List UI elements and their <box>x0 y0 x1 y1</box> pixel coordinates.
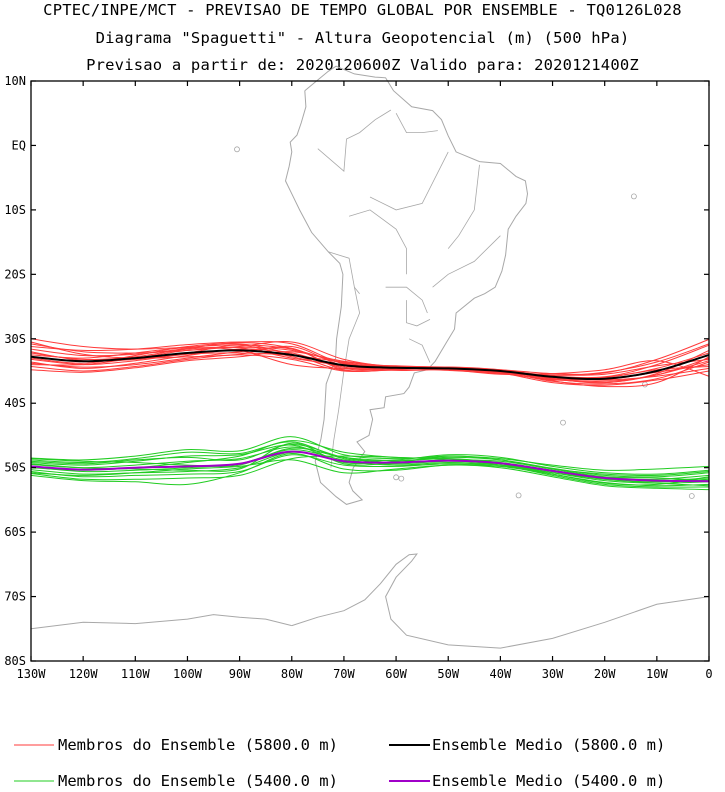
x-tick-label: 20W <box>594 667 616 681</box>
x-tick-label: 110W <box>121 667 151 681</box>
legend-label-mean-5800: Ensemble Medio (5800.0 m) <box>432 736 665 754</box>
ensemble-means-group <box>30 349 710 483</box>
y-tick-label: 10S <box>4 203 26 217</box>
x-tick-label: 50W <box>437 667 459 681</box>
coastline-antarctica <box>291 553 710 649</box>
country-border <box>395 113 438 134</box>
plot-frame <box>30 80 710 662</box>
member-line-5400 <box>30 442 710 482</box>
island <box>398 475 405 482</box>
member-line-5400 <box>30 454 710 487</box>
x-tick-label: 10W <box>646 667 668 681</box>
legend: Membros do Ensemble (5800.0 m) Ensemble … <box>14 736 665 790</box>
legend-label-mean-5400: Ensemble Medio (5400.0 m) <box>432 772 665 790</box>
y-tick-label: 10N <box>4 74 26 88</box>
mean-line-5400 <box>30 450 710 483</box>
island <box>234 146 240 153</box>
island <box>515 492 522 499</box>
chart-title-line1: CPTEC/INPE/MCT - PREVISAO DE TEMPO GLOBA… <box>43 1 682 19</box>
x-tick-label: 80W <box>281 667 303 681</box>
member-line-5800 <box>30 342 710 384</box>
member-line-5800 <box>30 352 710 383</box>
x-tick-label: 130W <box>17 667 47 681</box>
x-tick-label: 70W <box>333 667 355 681</box>
member-line-5400 <box>30 452 710 491</box>
south-america-coastline <box>30 65 710 649</box>
country-border <box>447 164 480 249</box>
member-line-5400 <box>30 436 710 471</box>
coastline-antarctica-west <box>30 614 292 630</box>
x-tick-label: 120W <box>69 667 99 681</box>
axis-ticks: 130W 120W 110W 100W 90W 80W 70W 60W 50W 40W 30W 20W… <box>4 74 712 681</box>
island <box>560 419 566 426</box>
y-tick-label: 60S <box>4 525 26 539</box>
x-tick-label: 60W <box>385 667 407 681</box>
x-tick-label: 90W <box>229 667 251 681</box>
x-tick-label: 0 <box>705 667 712 681</box>
country-border <box>348 209 407 275</box>
legend-label-members-5800: Membros do Ensemble (5800.0 m) <box>58 736 338 754</box>
y-tick-label: 70S <box>4 590 26 604</box>
chart-title-line2: Diagrama "Spaguetti" - Altura Geopotenci… <box>95 29 630 47</box>
country-border <box>408 338 431 363</box>
country-border <box>317 109 392 173</box>
y-tick-label: 40S <box>4 396 26 410</box>
y-tick-label: 50S <box>4 461 26 475</box>
country-border <box>328 251 360 294</box>
legend-label-members-5400: Membros do Ensemble (5400.0 m) <box>58 772 338 790</box>
country-border <box>385 286 428 314</box>
island <box>688 493 695 499</box>
country-border <box>432 235 501 288</box>
member-line-5400 <box>30 443 710 477</box>
country-border <box>330 287 361 468</box>
x-tick-label: 40W <box>490 667 512 681</box>
member-line-5800 <box>30 351 710 386</box>
coastline-south-america <box>284 65 529 505</box>
island <box>631 193 637 200</box>
member-line-5400 <box>30 455 710 488</box>
y-tick-label: 20S <box>4 267 26 281</box>
country-border <box>369 151 449 211</box>
island <box>393 474 400 481</box>
x-tick-label: 100W <box>173 667 203 681</box>
country-border <box>406 300 431 327</box>
y-tick-label: 30S <box>4 332 26 346</box>
x-tick-label: 30W <box>542 667 564 681</box>
chart-title-line3: Previsao a partir de: 2020120600Z Valido… <box>86 56 639 74</box>
members-5400-group <box>30 436 710 491</box>
member-line-5800 <box>30 347 710 377</box>
mean-line-5800 <box>30 349 710 381</box>
y-tick-label: EQ <box>12 138 26 152</box>
member-line-5400 <box>30 459 710 487</box>
y-tick-label: 80S <box>4 654 26 668</box>
